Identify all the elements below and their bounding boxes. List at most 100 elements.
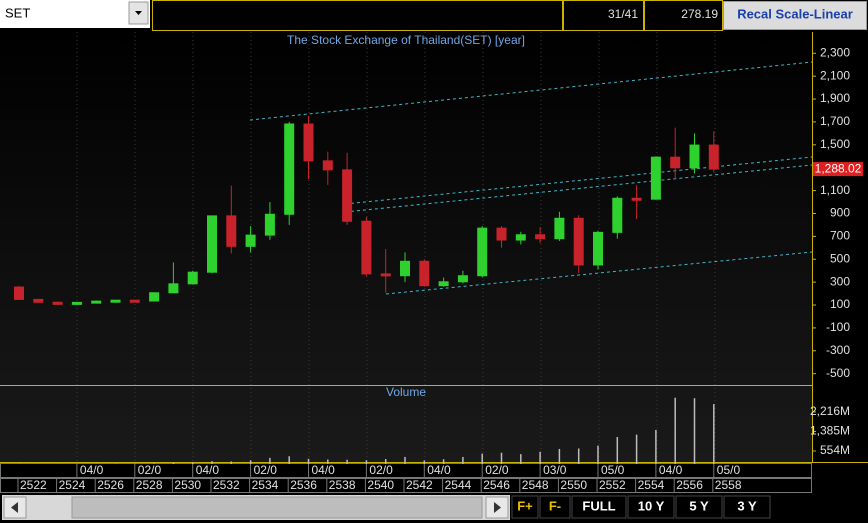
footer-button[interactable] bbox=[539, 495, 571, 519]
trend-lines bbox=[249, 61, 813, 295]
x-tick-label: 2546 bbox=[483, 478, 510, 492]
volume-bar bbox=[211, 461, 213, 464]
trend-line bbox=[344, 156, 813, 205]
y-tick-label: 1,700 bbox=[820, 114, 850, 128]
candle-body bbox=[457, 275, 468, 283]
x-tick-label: 2558 bbox=[715, 478, 742, 492]
recal-button-label: Recal Scale-Linear bbox=[737, 6, 853, 21]
y-tick-label: -100 bbox=[826, 320, 850, 334]
volume-bar bbox=[365, 460, 368, 464]
symbol-dropdown[interactable] bbox=[0, 0, 150, 28]
trend-line bbox=[385, 251, 813, 295]
footer-buttons: F+ F- FULL 10 Y 5 Y 3 Y bbox=[511, 495, 771, 519]
candle-body bbox=[303, 123, 314, 162]
candle-body bbox=[496, 227, 507, 241]
candle-body bbox=[14, 286, 24, 300]
x-tick-label: 2524 bbox=[59, 478, 86, 492]
candle-body bbox=[515, 234, 526, 241]
candle-body bbox=[650, 156, 661, 200]
candle-body bbox=[419, 260, 430, 287]
footer-button-label: 3 Y bbox=[737, 498, 757, 513]
candle-body bbox=[245, 234, 256, 247]
x-top-label: 04/0 bbox=[427, 463, 451, 477]
x-tick-label: 2552 bbox=[599, 478, 626, 492]
footer-button-label: FULL bbox=[582, 498, 615, 513]
candle-body bbox=[342, 169, 353, 222]
volume-bar bbox=[288, 456, 290, 464]
scroll-thumb[interactable] bbox=[71, 496, 483, 519]
y-tick-label: 300 bbox=[830, 274, 850, 288]
volume-bar bbox=[481, 453, 483, 464]
candle-body bbox=[477, 227, 488, 277]
x-tick-label: 2532 bbox=[213, 478, 240, 492]
recal-button[interactable] bbox=[723, 1, 867, 30]
candle-body bbox=[226, 215, 237, 247]
y-tick-label: 100 bbox=[830, 297, 850, 311]
x-top-label: 02/0 bbox=[254, 463, 278, 477]
x-tick-label: 2536 bbox=[290, 478, 317, 492]
y-tick-label: 500 bbox=[830, 251, 850, 265]
x-axis-bottom-row bbox=[0, 478, 812, 493]
candle-body bbox=[129, 299, 140, 303]
axis-background bbox=[812, 32, 868, 462]
volume-bar bbox=[307, 458, 310, 464]
y-tick-label: 1,100 bbox=[820, 183, 850, 197]
candle-body bbox=[670, 156, 681, 169]
x-top-label: 04/0 bbox=[312, 463, 336, 477]
footer-button-label: 10 Y bbox=[638, 498, 665, 513]
y-tick-label: 2,300 bbox=[820, 45, 850, 59]
y-tick-label: 1,500 bbox=[820, 137, 850, 151]
footer-button[interactable] bbox=[675, 495, 723, 519]
y-tick-label: 1,385M bbox=[810, 424, 850, 438]
candle-body bbox=[71, 301, 82, 305]
footer-button[interactable] bbox=[511, 495, 539, 519]
value-box bbox=[644, 0, 723, 31]
volume-bar bbox=[577, 448, 580, 464]
volume-bar bbox=[327, 459, 329, 464]
candle-body bbox=[361, 220, 372, 275]
candle-body bbox=[52, 301, 63, 305]
volume-bar bbox=[346, 459, 348, 464]
volume-bar bbox=[384, 459, 387, 464]
x-tick-label: 2550 bbox=[560, 478, 587, 492]
arrow-icon bbox=[11, 502, 18, 513]
last-price-box bbox=[813, 162, 863, 177]
volume-bar bbox=[674, 397, 676, 464]
arrow-icon bbox=[135, 11, 142, 15]
trend-line bbox=[249, 61, 813, 121]
arrow-icon bbox=[494, 502, 501, 513]
axis-corner bbox=[812, 463, 868, 493]
volume-bar bbox=[655, 429, 657, 464]
footer-button[interactable] bbox=[571, 495, 627, 519]
footer-button-label: F+ bbox=[517, 498, 533, 513]
x-top-label: 04/0 bbox=[659, 463, 683, 477]
y-tick-label: 2,216M bbox=[810, 404, 850, 418]
volume-bar bbox=[423, 460, 426, 464]
volume-bar bbox=[558, 448, 561, 464]
x-top-label: 02/0 bbox=[369, 463, 393, 477]
volume-bar bbox=[442, 459, 445, 464]
volume-bar bbox=[269, 457, 271, 464]
volume-bar bbox=[597, 445, 599, 464]
candle-body bbox=[593, 231, 603, 266]
x-tick-label: 2544 bbox=[445, 478, 472, 492]
x-tick-label: 2556 bbox=[676, 478, 703, 492]
candle-body bbox=[207, 215, 217, 273]
volume-bar bbox=[230, 461, 233, 464]
y-tick-label: -300 bbox=[826, 343, 850, 357]
candle-body bbox=[91, 300, 102, 304]
x-top-label: 04/0 bbox=[196, 463, 220, 477]
x-top-label: 02/0 bbox=[485, 463, 509, 477]
footer-button[interactable] bbox=[723, 495, 771, 519]
volume-bar bbox=[462, 456, 464, 464]
candle-body bbox=[554, 217, 565, 240]
candle-body bbox=[264, 213, 275, 236]
volume-bar bbox=[635, 434, 638, 464]
footer-button-label: F- bbox=[549, 498, 561, 513]
x-tick-label: 2548 bbox=[522, 478, 549, 492]
x-tick-label: 2530 bbox=[174, 478, 201, 492]
candle-body bbox=[535, 234, 546, 240]
y-tick-label: 554M bbox=[820, 443, 850, 457]
x-tick-label: 2542 bbox=[406, 478, 433, 492]
footer-button[interactable] bbox=[627, 495, 675, 519]
